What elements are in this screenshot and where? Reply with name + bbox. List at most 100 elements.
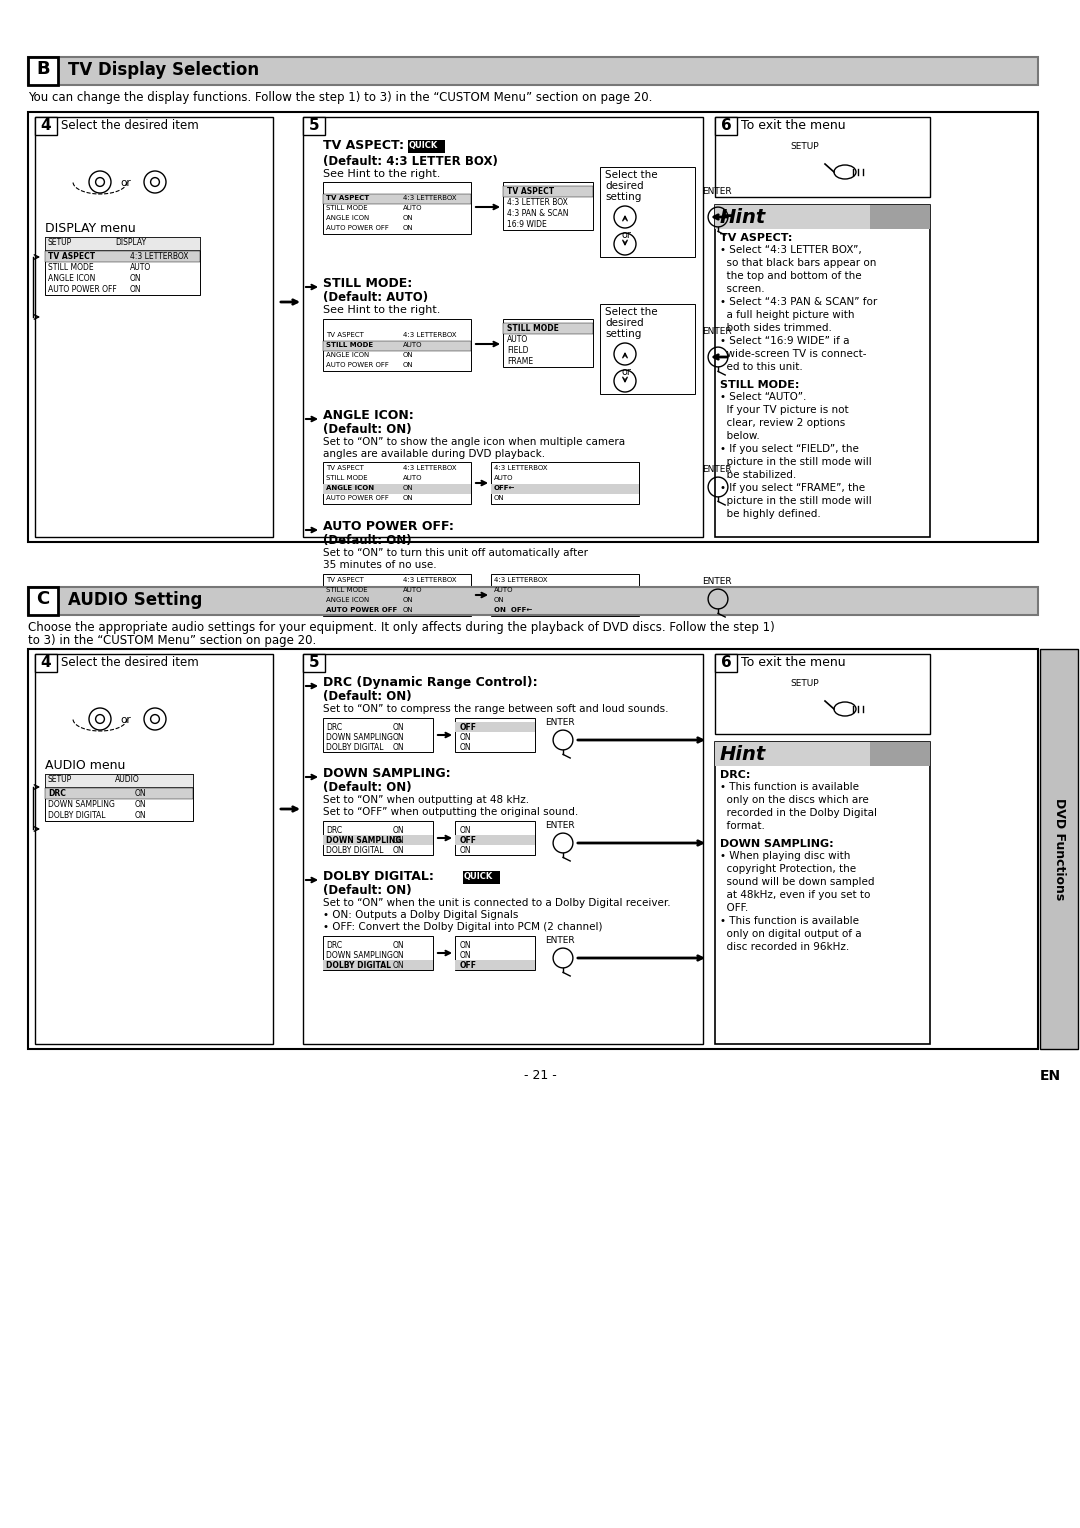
Bar xyxy=(323,319,471,371)
Text: 4:3 LETTERBOX: 4:3 LETTERBOX xyxy=(403,332,457,338)
Bar xyxy=(1040,649,1078,1050)
Text: ON: ON xyxy=(393,941,405,950)
Bar xyxy=(600,304,696,394)
Text: 5: 5 xyxy=(309,656,320,669)
Text: DOWN SAMPLING: DOWN SAMPLING xyxy=(326,836,402,845)
Bar xyxy=(28,57,1038,86)
Text: SETUP: SETUP xyxy=(789,142,819,151)
Text: AUTO: AUTO xyxy=(403,205,422,211)
Text: STILL MODE:: STILL MODE: xyxy=(323,277,413,290)
Text: desired: desired xyxy=(605,180,644,191)
Text: ON: ON xyxy=(393,836,405,845)
Text: at 48kHz, even if you set to: at 48kHz, even if you set to xyxy=(720,889,870,900)
Text: clear, review 2 options: clear, review 2 options xyxy=(720,419,846,428)
Text: DOWN SAMPLING: DOWN SAMPLING xyxy=(326,950,393,960)
Bar xyxy=(323,194,471,205)
Text: to 3) in the “CUSTOM Menu” section on page 20.: to 3) in the “CUSTOM Menu” section on pa… xyxy=(28,634,316,646)
Text: AUDIO Setting: AUDIO Setting xyxy=(68,591,202,610)
Text: AUTO: AUTO xyxy=(507,335,528,344)
Text: FRAME: FRAME xyxy=(507,358,534,367)
Text: TV ASPECT: TV ASPECT xyxy=(507,186,554,196)
Bar xyxy=(323,607,471,616)
Text: ANGLE ICON: ANGLE ICON xyxy=(326,484,374,490)
Text: QUICK: QUICK xyxy=(464,872,494,882)
Text: ENTER: ENTER xyxy=(545,718,575,727)
Text: You can change the display functions. Follow the step 1) to 3) in the “CUSTOM Me: You can change the display functions. Fo… xyxy=(28,92,652,104)
Text: 5: 5 xyxy=(309,118,320,133)
Bar xyxy=(503,322,593,335)
Text: DRC: DRC xyxy=(326,941,342,950)
Text: be stabilized.: be stabilized. xyxy=(720,471,796,480)
Text: ON: ON xyxy=(393,743,405,752)
Bar xyxy=(503,186,593,197)
Bar xyxy=(323,960,433,970)
Bar xyxy=(715,205,930,536)
Text: 16:9 WIDE: 16:9 WIDE xyxy=(507,220,546,229)
Text: or: or xyxy=(120,715,131,724)
Text: AUTO POWER OFF: AUTO POWER OFF xyxy=(326,362,389,368)
Text: Choose the appropriate audio settings for your equipment. It only affects during: Choose the appropriate audio settings fo… xyxy=(28,620,774,634)
Bar xyxy=(491,484,639,494)
Bar xyxy=(715,118,737,134)
Text: ON: ON xyxy=(494,597,504,604)
Text: STILL MODE: STILL MODE xyxy=(48,263,94,272)
Bar xyxy=(45,237,200,251)
Text: DVD Functions: DVD Functions xyxy=(1053,798,1066,900)
Bar xyxy=(323,937,433,970)
Bar xyxy=(28,112,1038,542)
Bar xyxy=(491,461,639,504)
Text: DOWN SAMPLING:: DOWN SAMPLING: xyxy=(720,839,834,850)
Text: (Default: ON): (Default: ON) xyxy=(323,533,411,547)
Text: 4:3 LETTERBOX: 4:3 LETTERBOX xyxy=(130,252,189,261)
Text: ANGLE ICON: ANGLE ICON xyxy=(326,351,369,358)
Text: ENTER: ENTER xyxy=(545,937,575,944)
Text: See Hint to the right.: See Hint to the right. xyxy=(323,306,441,315)
Bar xyxy=(323,821,433,856)
Text: To exit the menu: To exit the menu xyxy=(741,656,846,669)
Bar xyxy=(45,237,200,295)
Bar xyxy=(35,118,57,134)
Bar xyxy=(45,775,193,821)
Text: TV Display Selection: TV Display Selection xyxy=(68,61,259,79)
Bar xyxy=(323,341,471,351)
Bar xyxy=(408,141,445,153)
Text: 4:3 LETTERBOX: 4:3 LETTERBOX xyxy=(403,465,457,471)
Text: ON: ON xyxy=(460,733,472,743)
Text: • This function is available: • This function is available xyxy=(720,782,859,792)
Text: picture in the still mode will: picture in the still mode will xyxy=(720,497,872,506)
Text: below.: below. xyxy=(720,431,759,442)
Text: Set to “ON” to show the angle icon when multiple camera: Set to “ON” to show the angle icon when … xyxy=(323,437,625,448)
Text: • If you select “FIELD”, the: • If you select “FIELD”, the xyxy=(720,445,859,454)
Bar xyxy=(323,718,433,752)
Bar xyxy=(503,319,593,367)
Bar xyxy=(455,960,535,970)
Text: STILL MODE: STILL MODE xyxy=(326,342,373,348)
Text: ON: ON xyxy=(460,950,472,960)
Text: OFF: OFF xyxy=(460,961,477,970)
Text: TV ASPECT: TV ASPECT xyxy=(326,196,369,202)
Text: FIELD: FIELD xyxy=(507,345,528,354)
Text: ON: ON xyxy=(403,597,414,604)
Bar xyxy=(28,587,1038,614)
Text: ON: ON xyxy=(403,225,414,231)
Text: See Hint to the right.: See Hint to the right. xyxy=(323,170,441,179)
Text: 4: 4 xyxy=(41,118,52,133)
Text: B: B xyxy=(37,60,50,78)
Text: ON: ON xyxy=(135,811,147,821)
Text: AUDIO menu: AUDIO menu xyxy=(45,759,125,772)
Text: or: or xyxy=(120,177,131,188)
Bar xyxy=(323,834,433,845)
Text: 6: 6 xyxy=(720,118,731,133)
Text: - 21 -: - 21 - xyxy=(524,1070,556,1082)
Text: Select the desired item: Select the desired item xyxy=(60,656,199,669)
Text: ENTER: ENTER xyxy=(702,465,731,474)
Text: C: C xyxy=(37,590,50,608)
Text: 6: 6 xyxy=(720,656,731,669)
Text: EN: EN xyxy=(1039,1070,1061,1083)
Bar xyxy=(715,205,930,229)
Text: SETUP: SETUP xyxy=(48,238,72,248)
Text: • Select “4:3 PAN & SCAN” for: • Select “4:3 PAN & SCAN” for xyxy=(720,296,877,307)
Text: ANGLE ICON: ANGLE ICON xyxy=(326,215,369,222)
Bar xyxy=(715,743,930,1044)
Text: ENTER: ENTER xyxy=(702,186,731,196)
